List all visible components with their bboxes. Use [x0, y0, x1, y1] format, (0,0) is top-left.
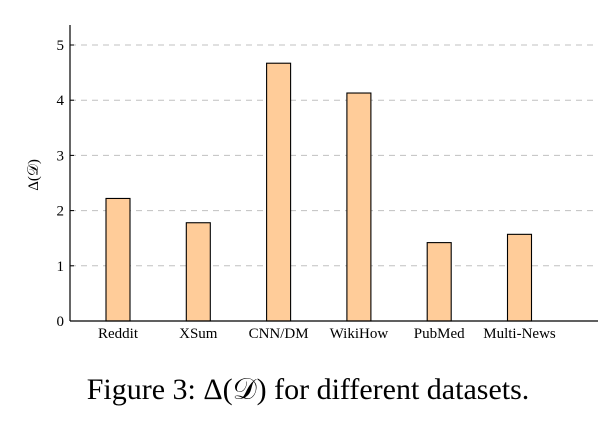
x-tick-label: WikiHow: [330, 326, 389, 342]
grid-lines: [70, 44, 598, 267]
y-axis-label: Δ(𝒟): [26, 159, 42, 191]
y-tick-label: 3: [57, 148, 65, 164]
y-tick-label: 2: [57, 204, 65, 220]
x-tick-label: Reddit: [98, 326, 139, 342]
x-tick-label: XSum: [179, 326, 218, 342]
y-tick-label: 4: [57, 93, 65, 109]
bar: [426, 242, 452, 322]
y-tick-label: 1: [57, 259, 65, 275]
x-tick-label: CNN/DM: [249, 326, 309, 342]
x-tick-label: PubMed: [414, 326, 465, 342]
y-ticks: 0 1 2 3 4 5: [57, 38, 74, 330]
axes: [69, 25, 598, 322]
figure-caption: Figure 3: Δ(𝒟) for different datasets.: [86, 373, 530, 406]
y-tick-label: 5: [57, 38, 65, 54]
bar: [185, 222, 211, 322]
x-tick-label: Multi-News: [483, 326, 556, 342]
bar: [105, 197, 131, 322]
x-ticks: Reddit XSum CNN/DM WikiHow PubMed Multi-News: [98, 326, 556, 342]
y-tick-label: 0: [57, 314, 65, 330]
bar-chart: 0 1 2 3 4 5 Reddit XSum CNN/DM WikiHow PubMed Mult…: [26, 25, 598, 342]
bar: [346, 92, 372, 322]
bar: [506, 233, 533, 322]
bars: [105, 62, 533, 322]
bar: [266, 62, 292, 322]
